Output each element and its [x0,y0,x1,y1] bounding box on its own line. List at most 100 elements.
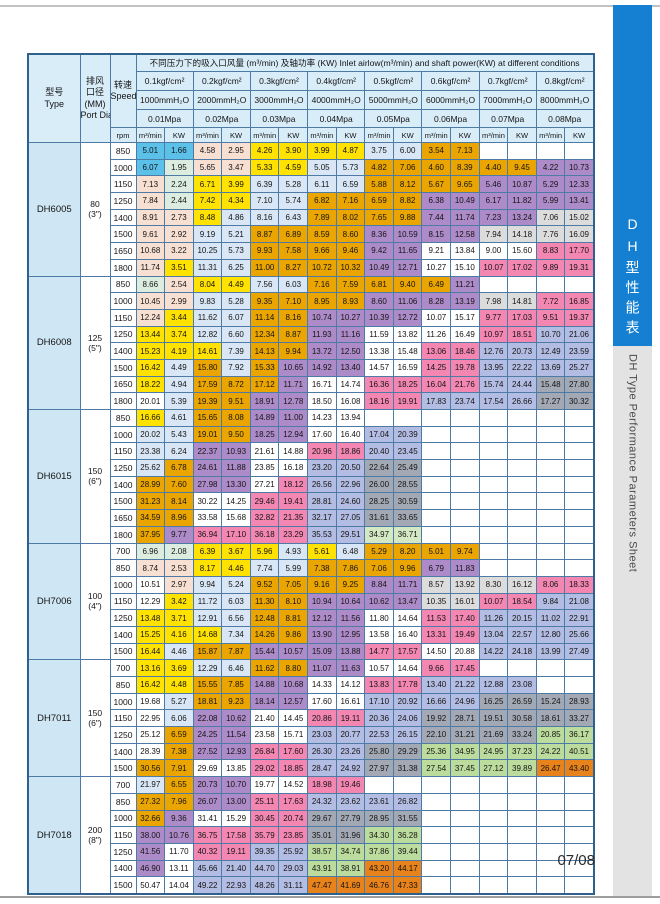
value-cell: 25.36 [421,742,452,761]
value-cell: 5.01 [135,142,166,160]
value-cell: 26.59 [507,692,537,711]
value-cell: 7.72 [535,292,566,310]
value-cell: 9.51 [221,392,251,410]
table-row: 1000 20.02 5.43 19.01 9.50 18.25 12.94 17.60 16.… [28,425,595,444]
value-cell [450,776,480,794]
value-cell: 10.49 [364,258,394,277]
value-cell: 17.54 [478,392,509,410]
value-cell: 46.76 [364,876,394,895]
value-cell: 7.38 [307,559,337,577]
value-cell: 13.04 [478,625,509,644]
value-cell: 12.49 [535,342,566,360]
speed-cell: 700 [109,542,137,561]
value-cell: 12.24 [135,308,166,327]
value-cell: 23.58 [249,726,280,744]
value-cell: 18.91 [249,392,280,410]
value-cell: 11.83 [450,559,480,577]
value-cell: 12.93 [221,742,251,761]
value-cell: 6.03 [278,275,309,294]
value-cell: 6.17 [478,192,509,210]
value-cell: 25.49 [392,459,423,477]
value-cell: 35.01 [307,826,337,844]
value-cell: 17.57 [392,642,423,661]
value-cell: 14.92 [307,358,337,377]
value-cell: 8.30 [478,575,509,594]
speed-cell: 1150 [109,592,137,611]
value-cell: 13.82 [392,325,423,344]
value-cell [535,442,566,461]
value-cell: 7.42 [192,192,223,210]
value-cell [535,425,566,444]
value-cell: 43.91 [307,859,337,878]
value-cell: 7.06 [364,559,394,577]
speed-cell: 850 [109,792,137,811]
performance-table: 型号 Type 排风 口径 (MM) Port Dia 转速 Speed 不同压力下的吸入口风量… [27,53,595,895]
value-cell: 8.20 [392,542,423,561]
value-cell: 12.33 [564,175,595,194]
value-cell [535,792,566,811]
header-mmh2o-5: 6000mmH₂O [421,90,480,110]
header-mpa-7: 0.08Mpa [535,109,595,128]
value-cell: 12.58 [450,225,480,244]
table-row: 1500 16.42 4.49 15.80 7.92 15.33 10.65 14.92 13.… [28,358,595,377]
value-cell: 13.40 [335,358,366,377]
value-cell [535,409,566,427]
value-cell [535,859,566,878]
value-cell [535,525,566,544]
value-cell: 44.17 [392,859,423,878]
value-cell: 12.50 [335,342,366,360]
header-mmh2o-3: 4000mmH₂O [307,90,366,110]
speed-cell: 1400 [109,475,137,494]
sidebar-title-cn: DH型性能表 [624,216,641,340]
value-cell: 11.71 [278,375,309,394]
page-bottom-edge [0,896,660,898]
header-kgf-0: 0.1kgf/cm² [135,71,194,91]
value-cell [535,459,566,477]
port-dia-cell: 100 (4") [79,542,111,661]
table-row: 1400 8.91 2.73 8.48 4.86 8.16 6.43 7.89 8.02 7.65… [28,208,595,227]
value-cell: 6.59 [335,175,366,194]
value-cell: 7.94 [478,225,509,244]
value-cell: 6.06 [164,709,194,728]
value-cell: 8.28 [421,292,452,310]
value-cell: 11.88 [221,459,251,477]
value-cell: 4.61 [164,409,194,427]
value-cell: 9.40 [392,275,423,294]
value-cell: 9.42 [364,242,394,260]
header-model: 型号 Type [27,53,81,143]
value-cell: 14.81 [507,292,537,310]
header-mmh2o-1: 2000mmH₂O [192,90,251,110]
value-cell: 15.24 [535,692,566,711]
value-cell: 10.70 [535,325,566,344]
value-cell: 27.98 [192,475,223,494]
model-cell: DH7011 [27,659,81,778]
header-power-unit-0: KW [164,127,194,143]
value-cell [507,275,537,294]
value-cell: 6.59 [164,726,194,744]
value-cell: 24.22 [535,742,566,761]
value-cell: 9.83 [192,292,223,310]
value-cell [535,842,566,861]
value-cell: 13.69 [535,358,566,377]
value-cell: 18.54 [507,592,537,611]
sidebar-title-en: DH Type Performance Parameters Sheet [626,354,639,573]
value-cell: 7.74 [249,559,280,577]
table-row: 1250 7.84 2.44 7.42 4.34 7.10 5.74 6.82 7.16 6.59… [28,192,595,210]
value-cell: 18.81 [192,692,223,711]
table-row: 1150 22.95 6.06 22.08 10.62 21.40 14.45 20.86 19… [28,709,595,728]
port-dia-cell: 150 (6") [79,659,111,778]
value-cell: 17.12 [249,375,280,394]
value-cell: 7.86 [335,559,366,577]
value-cell: 14.68 [192,625,223,644]
value-cell: 5.29 [364,542,394,561]
value-cell: 8.60 [364,292,394,310]
value-cell: 22.95 [135,709,166,728]
value-cell: 10.65 [278,358,309,377]
value-cell [421,492,452,511]
value-cell: 5.05 [307,158,337,177]
table-row: 1650 34.59 8.96 33.58 15.68 32.82 21.35 32.17 27… [28,509,595,527]
value-cell: 10.35 [421,592,452,611]
value-cell: 20.73 [507,342,537,360]
value-cell: 5.01 [421,542,452,561]
header-mpa-6: 0.07Mpa [478,109,537,128]
